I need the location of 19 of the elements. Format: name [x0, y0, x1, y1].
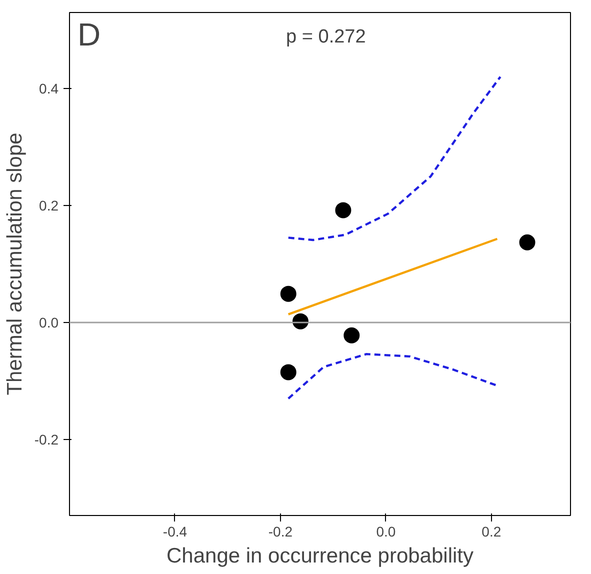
point: [280, 286, 296, 302]
x-tick-label: 0.2: [482, 524, 502, 540]
point: [519, 234, 536, 250]
point: [344, 327, 360, 344]
y-tick-label: 0.4: [39, 80, 59, 97]
point: [280, 364, 296, 380]
y-tick-label: 0.0: [39, 314, 59, 330]
x-axis-title: Change in occurrence probability: [166, 544, 474, 568]
point: [335, 202, 352, 218]
x-tick-label: -0.4: [162, 524, 188, 540]
y-tick-label: -0.2: [34, 431, 59, 448]
x-tick-label: -0.2: [268, 524, 293, 540]
line-series: [287, 352, 498, 400]
y-axis-title: Thermal accumulation slope: [3, 132, 26, 396]
annotation: p = 0.272: [286, 26, 366, 48]
x-tick-label: 0.0: [376, 524, 396, 540]
annotation: D: [78, 16, 101, 52]
line-series: [287, 76, 502, 242]
y-tick-label: 0.2: [39, 198, 59, 214]
